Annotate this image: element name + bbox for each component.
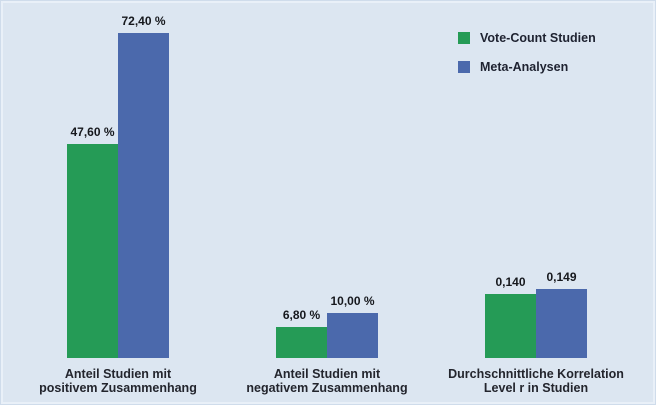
legend-label-meta-analysen: Meta-Analysen (480, 60, 569, 74)
bar-value-label: 0,149 (546, 270, 577, 284)
legend-item-meta-analysen: Meta-Analysen (458, 60, 596, 74)
bar-green-group2 (276, 327, 327, 358)
bar-blue-group1 (118, 33, 169, 358)
legend-label-vote-count-studien: Vote-Count Studien (480, 31, 596, 45)
legend-swatch-green (458, 32, 470, 44)
bar-green-group1 (67, 144, 118, 358)
bar-value-label: 0,140 (495, 275, 526, 289)
bar-blue-group2 (327, 313, 378, 358)
bar-value-label: 47,60 % (70, 125, 115, 139)
bar-value-label: 10,00 % (330, 294, 375, 308)
category-label-group3: Durchschnittliche Korrelation Level r in… (448, 367, 624, 395)
bar-value-label: 72,40 % (121, 14, 166, 28)
category-label-group1: Anteil Studien mit positivem Zusammenhan… (39, 367, 197, 395)
legend: Vote-Count Studien Meta-Analysen (458, 31, 596, 74)
bar-value-label: 6,80 % (282, 308, 321, 322)
category-label-group2: Anteil Studien mit negativem Zusammenhan… (246, 367, 408, 395)
legend-swatch-blue (458, 61, 470, 73)
bar-blue-group3 (536, 289, 587, 358)
legend-item-vote-count-studien: Vote-Count Studien (458, 31, 596, 45)
bar-green-group3 (485, 294, 536, 358)
